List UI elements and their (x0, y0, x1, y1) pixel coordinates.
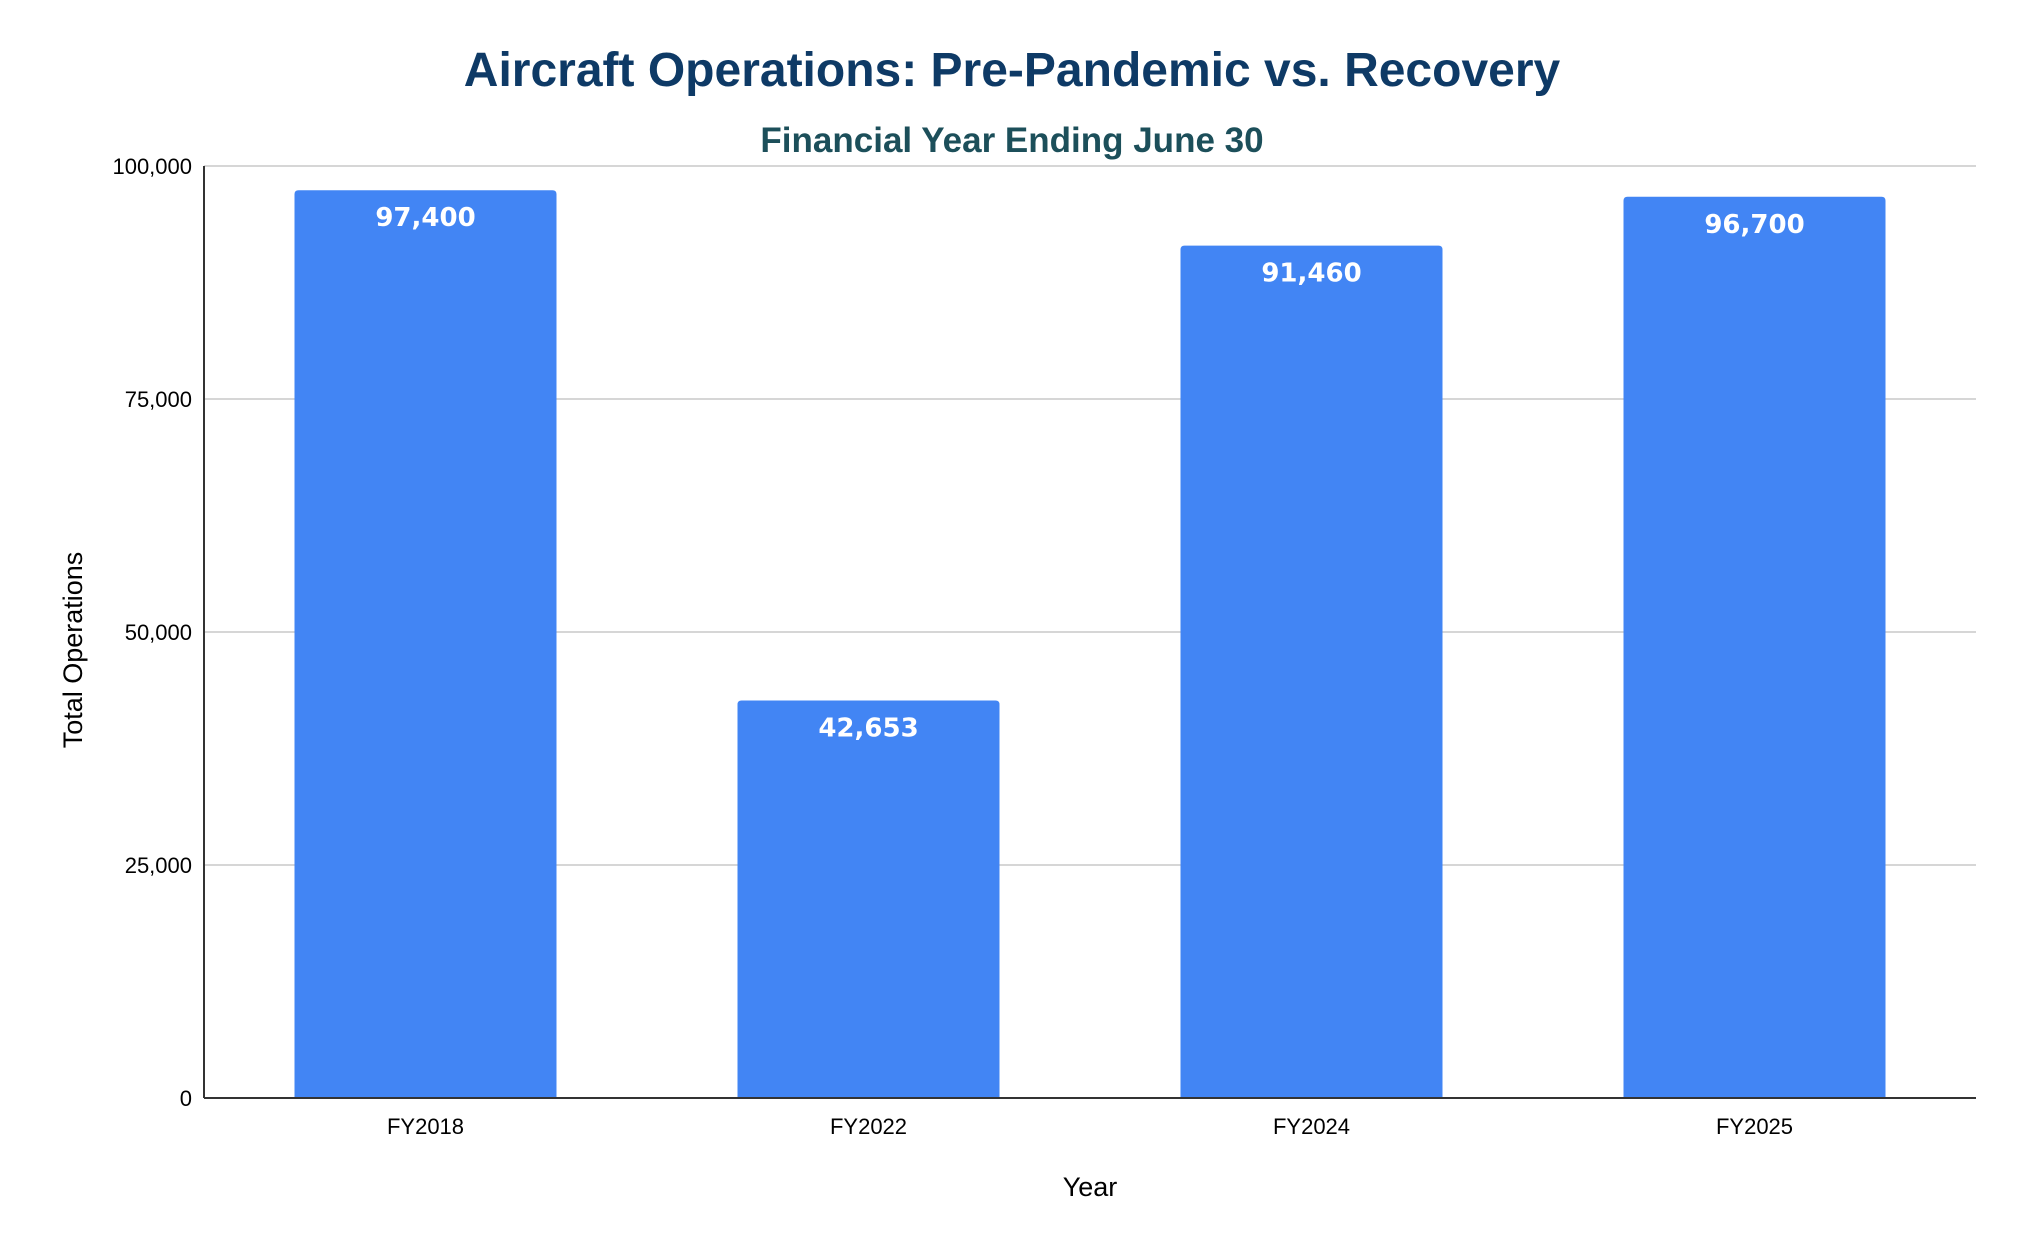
data-label-fy2025: 96,700 (1704, 210, 1804, 240)
bar-fy2018 (294, 190, 557, 1098)
x-tick-label-fy2022: FY2022 (830, 1114, 907, 1139)
data-label-fy2018: 97,400 (375, 203, 475, 233)
x-axis-title: Year (1063, 1172, 1118, 1202)
chart-title: Aircraft Operations: Pre-Pandemic vs. Re… (464, 44, 1561, 97)
y-tick-label: 50,000 (125, 620, 192, 645)
bar-fy2024 (1180, 245, 1443, 1099)
bar-data-labels: 97,400 42,653 91,460 96,700 (375, 203, 1804, 743)
y-tick-labels: 0 25,000 50,000 75,000 100,000 (112, 154, 192, 1111)
bars (294, 190, 1886, 1099)
y-tick-label: 75,000 (125, 387, 192, 412)
y-axis-title: Total Operations (58, 552, 88, 749)
y-tick-label: 100,000 (112, 154, 192, 179)
y-tick-label: 0 (180, 1086, 192, 1111)
x-tick-label-fy2018: FY2018 (387, 1114, 464, 1139)
data-label-fy2024: 91,460 (1261, 259, 1361, 289)
bar-fy2025 (1623, 196, 1886, 1099)
chart-subtitle: Financial Year Ending June 30 (760, 121, 1263, 160)
y-tick-label: 25,000 (125, 853, 192, 878)
x-tick-label-fy2025: FY2025 (1716, 1114, 1793, 1139)
bar-fy2022 (737, 700, 1000, 1098)
x-tick-label-fy2024: FY2024 (1273, 1114, 1350, 1139)
x-tick-labels: FY2018 FY2022 FY2024 FY2025 (387, 1114, 1793, 1139)
data-label-fy2022: 42,653 (818, 713, 918, 743)
